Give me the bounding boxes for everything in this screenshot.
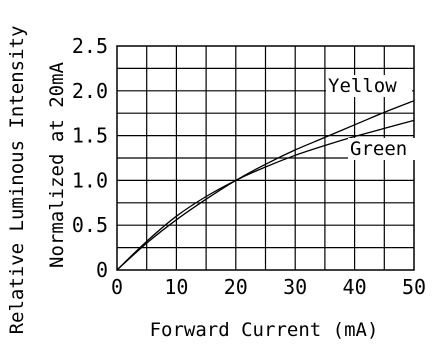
y-axis-title-line-2: Normalized at 20mA	[46, 61, 68, 267]
y-tick-label: 2.5	[72, 34, 108, 58]
chart-series-labels: Yellow Green	[326, 75, 420, 160]
series-label-backing-yellow	[326, 75, 412, 97]
series-label-yellow: Yellow	[328, 75, 397, 97]
y-tick-label: 0	[96, 258, 108, 282]
x-tick-label: 50	[402, 275, 426, 299]
series-label-green: Green	[350, 138, 407, 160]
series-label-backing-green	[348, 138, 420, 160]
series-line-green	[116, 119, 415, 271]
x-axis-title: Forward Current (mA)	[150, 319, 379, 341]
y-tick-label: 2.0	[72, 79, 108, 103]
y-tick-label: 0.5	[72, 213, 108, 237]
y-axis-title-line-1: Relative Luminous Intensity	[6, 26, 28, 335]
chart-tick-labels: 0 10 20 30 40 50 0 0.5 1.0 1.5 2.0 2.5	[72, 34, 426, 299]
chart-curves	[116, 100, 415, 271]
x-tick-label: 40	[343, 275, 367, 299]
x-tick-label: 10	[164, 275, 188, 299]
x-tick-label: 0	[111, 275, 123, 299]
y-tick-label: 1.5	[72, 124, 108, 148]
x-tick-label: 30	[283, 275, 307, 299]
x-tick-label: 20	[224, 275, 248, 299]
y-tick-label: 1.0	[72, 168, 108, 192]
series-line-yellow	[116, 100, 415, 271]
